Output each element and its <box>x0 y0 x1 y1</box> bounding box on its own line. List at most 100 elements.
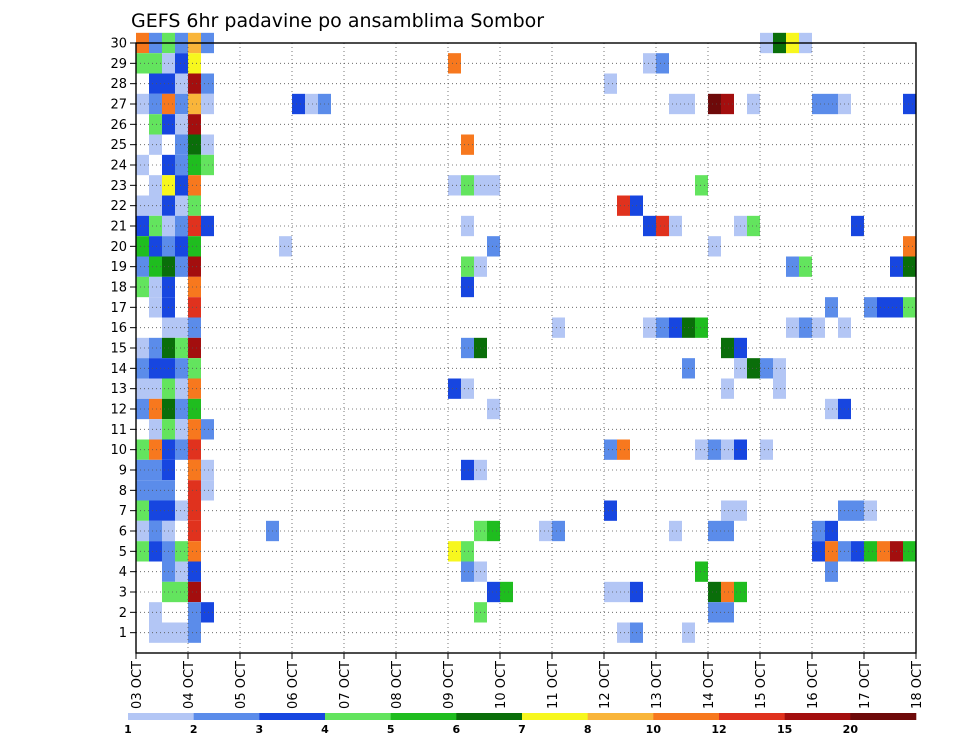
y-tick-label: 14 <box>110 362 127 377</box>
heatmap-cell <box>188 378 201 399</box>
heatmap-cell <box>149 398 162 420</box>
legend-swatch <box>259 713 326 720</box>
heatmap-cell <box>461 459 474 481</box>
y-tick-label: 29 <box>110 57 127 72</box>
heatmap-cell <box>149 337 162 359</box>
heatmap-cell <box>708 581 721 603</box>
heatmap-cell <box>149 175 162 196</box>
heatmap-cell <box>201 419 214 440</box>
legend-label: 7 <box>518 723 526 736</box>
heatmap-cell <box>175 175 188 196</box>
heatmap-cell <box>149 439 162 460</box>
x-tick-label: 09 OCT <box>442 661 457 709</box>
y-tick-label: 2 <box>119 606 127 621</box>
heatmap-cell <box>643 53 656 74</box>
x-tick-label: 18 OCT <box>910 661 925 709</box>
y-tick-label: 6 <box>119 525 127 540</box>
y-tick-label: 7 <box>119 504 127 519</box>
x-tick-label: 07 OCT <box>338 661 353 709</box>
heatmap-cell <box>149 276 162 298</box>
heatmap-cell <box>149 602 162 623</box>
x-tick-label: 06 OCT <box>286 661 301 709</box>
heatmap-cell <box>175 439 188 460</box>
heatmap-cell <box>175 500 188 521</box>
heatmap-cell <box>188 93 201 115</box>
legend-label: 20 <box>843 723 859 736</box>
heatmap-cell <box>175 317 188 338</box>
heatmap-cell <box>279 236 292 257</box>
heatmap-cell <box>812 93 825 115</box>
y-tick-label: 25 <box>110 138 127 153</box>
heatmap-cell <box>201 73 214 94</box>
legend-label: 3 <box>256 723 264 736</box>
heatmap-cell <box>656 53 669 74</box>
heatmap-cell <box>747 215 760 237</box>
x-tick-label: 03 OCT <box>130 661 145 709</box>
heatmap-cell <box>903 93 916 115</box>
heatmap-cell <box>617 622 630 643</box>
heatmap-cell <box>292 93 305 115</box>
heatmap-cell <box>136 358 149 379</box>
heatmap-cell <box>604 500 617 521</box>
heatmap-cell <box>175 541 188 562</box>
x-tick-label: 12 OCT <box>598 661 613 709</box>
heatmap-cell <box>136 480 149 501</box>
heatmap-cell <box>136 337 149 359</box>
heatmap-cell <box>669 215 682 237</box>
heatmap-cell <box>825 297 838 318</box>
heatmap-cell <box>487 236 500 257</box>
heatmap-cell <box>149 215 162 237</box>
heatmap-cell <box>136 195 149 216</box>
heatmap-cell <box>656 215 669 237</box>
heatmap-cell <box>903 236 916 257</box>
heatmap-cell <box>864 500 877 521</box>
heatmap-cell <box>448 53 461 74</box>
y-tick-label: 27 <box>110 98 127 113</box>
heatmap-cell <box>825 561 838 582</box>
heatmap-cell <box>188 602 201 623</box>
heatmap-cell <box>149 541 162 562</box>
heatmap-cell <box>175 114 188 135</box>
heatmap-cell <box>149 622 162 643</box>
heatmap-cell <box>175 236 188 257</box>
heatmap-cell <box>812 317 825 338</box>
heatmap-cell <box>175 419 188 440</box>
heatmap-cell <box>617 195 630 216</box>
heatmap-cell <box>175 378 188 399</box>
heatmap-cell <box>175 337 188 359</box>
x-tick-label: 17 OCT <box>858 661 873 709</box>
heatmap-cell <box>188 622 201 643</box>
heatmap-cell <box>643 317 656 338</box>
heatmap-cell <box>188 500 201 521</box>
legend-label: 15 <box>777 723 792 736</box>
heatmap-cell <box>747 358 760 379</box>
heatmap-cell <box>201 480 214 501</box>
legend-swatch <box>522 713 588 720</box>
heatmap-cell <box>201 134 214 155</box>
heatmap-cell <box>149 459 162 481</box>
heatmap-cell <box>136 53 149 74</box>
heatmap-cell <box>175 134 188 155</box>
legend-label: 2 <box>190 723 198 736</box>
heatmap-cell <box>136 459 149 481</box>
heatmap-cell <box>136 378 149 399</box>
heatmap-cell <box>188 419 201 440</box>
heatmap-cell <box>175 73 188 94</box>
heatmap-cell <box>903 541 916 562</box>
heatmap-cell <box>149 93 162 115</box>
heatmap-cell <box>604 581 617 603</box>
heatmap-cell <box>760 358 773 379</box>
heatmap-cell <box>695 439 708 460</box>
heatmap-cell <box>825 541 838 562</box>
heatmap-cell <box>448 175 461 196</box>
heatmap-cell <box>825 520 838 542</box>
heatmap-cell <box>136 541 149 562</box>
heatmap-cell <box>669 520 682 542</box>
heatmap-cell <box>175 93 188 115</box>
heatmap-cell <box>695 317 708 338</box>
x-tick-label: 10 OCT <box>494 661 509 709</box>
heatmap-cell <box>175 195 188 216</box>
heatmap-cell <box>864 541 877 562</box>
heatmap-cell <box>136 520 149 542</box>
heatmap-cell <box>175 154 188 176</box>
